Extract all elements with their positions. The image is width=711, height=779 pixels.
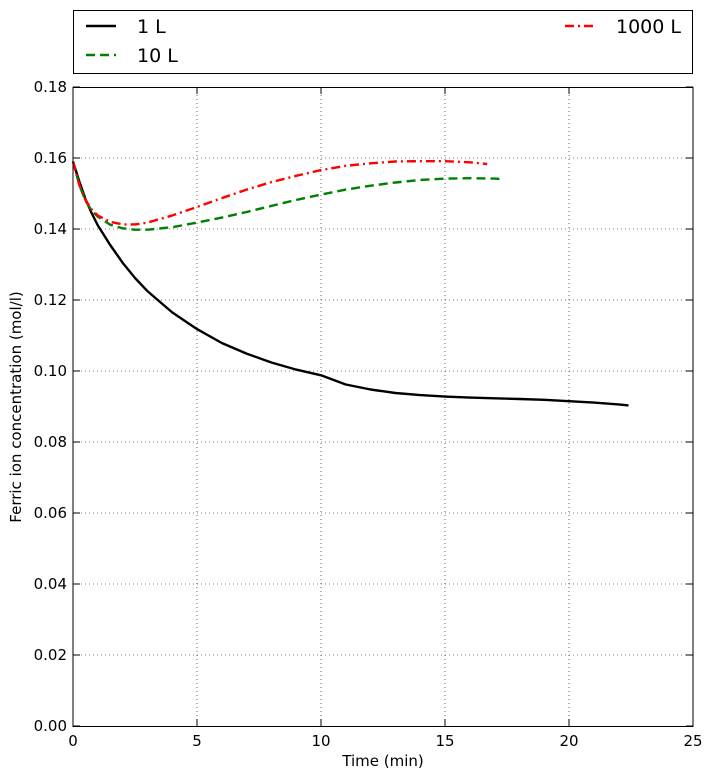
legend-label: 1000 L [616, 16, 681, 38]
x-tick-label: 15 [435, 732, 454, 750]
x-tick-label: 25 [683, 732, 702, 750]
x-tick-label: 20 [559, 732, 578, 750]
y-tick-label: 0.08 [34, 433, 67, 451]
plot-series [71, 159, 629, 407]
y-tick-label: 0.14 [34, 220, 67, 238]
y-tick-label: 0.12 [34, 291, 67, 309]
x-tick-label: 5 [192, 732, 202, 750]
series-line-1000-l [71, 159, 488, 226]
y-tick-label: 0.00 [34, 717, 67, 735]
legend-label: 10 L [137, 45, 178, 67]
axis-ticks [72, 86, 694, 727]
series-line-1-l [71, 161, 629, 407]
y-axis-label: Ferric ion concentration (mol/l) [7, 291, 25, 522]
legend: 1 L 10 L 1000 L [86, 16, 681, 67]
x-tick-label: 0 [68, 732, 78, 750]
legend-frame [73, 10, 693, 74]
y-tick-label: 0.18 [34, 78, 67, 96]
legend-label: 1 L [137, 16, 166, 38]
y-tick-label: 0.06 [34, 504, 67, 522]
y-tick-label: 0.10 [34, 362, 67, 380]
grid [73, 87, 693, 726]
x-axis-label: Time (min) [341, 752, 423, 770]
y-tick-label: 0.16 [34, 149, 67, 167]
plot-frame [72, 87, 694, 727]
x-tick-label: 10 [311, 732, 330, 750]
y-tick-label: 0.04 [34, 575, 67, 593]
axis-tick-labels: 0 5 10 15 20 25 0.00 0.02 0.04 0.06 0.08 0.10 0.12 0.… [34, 78, 703, 750]
y-tick-label: 0.02 [34, 646, 67, 664]
